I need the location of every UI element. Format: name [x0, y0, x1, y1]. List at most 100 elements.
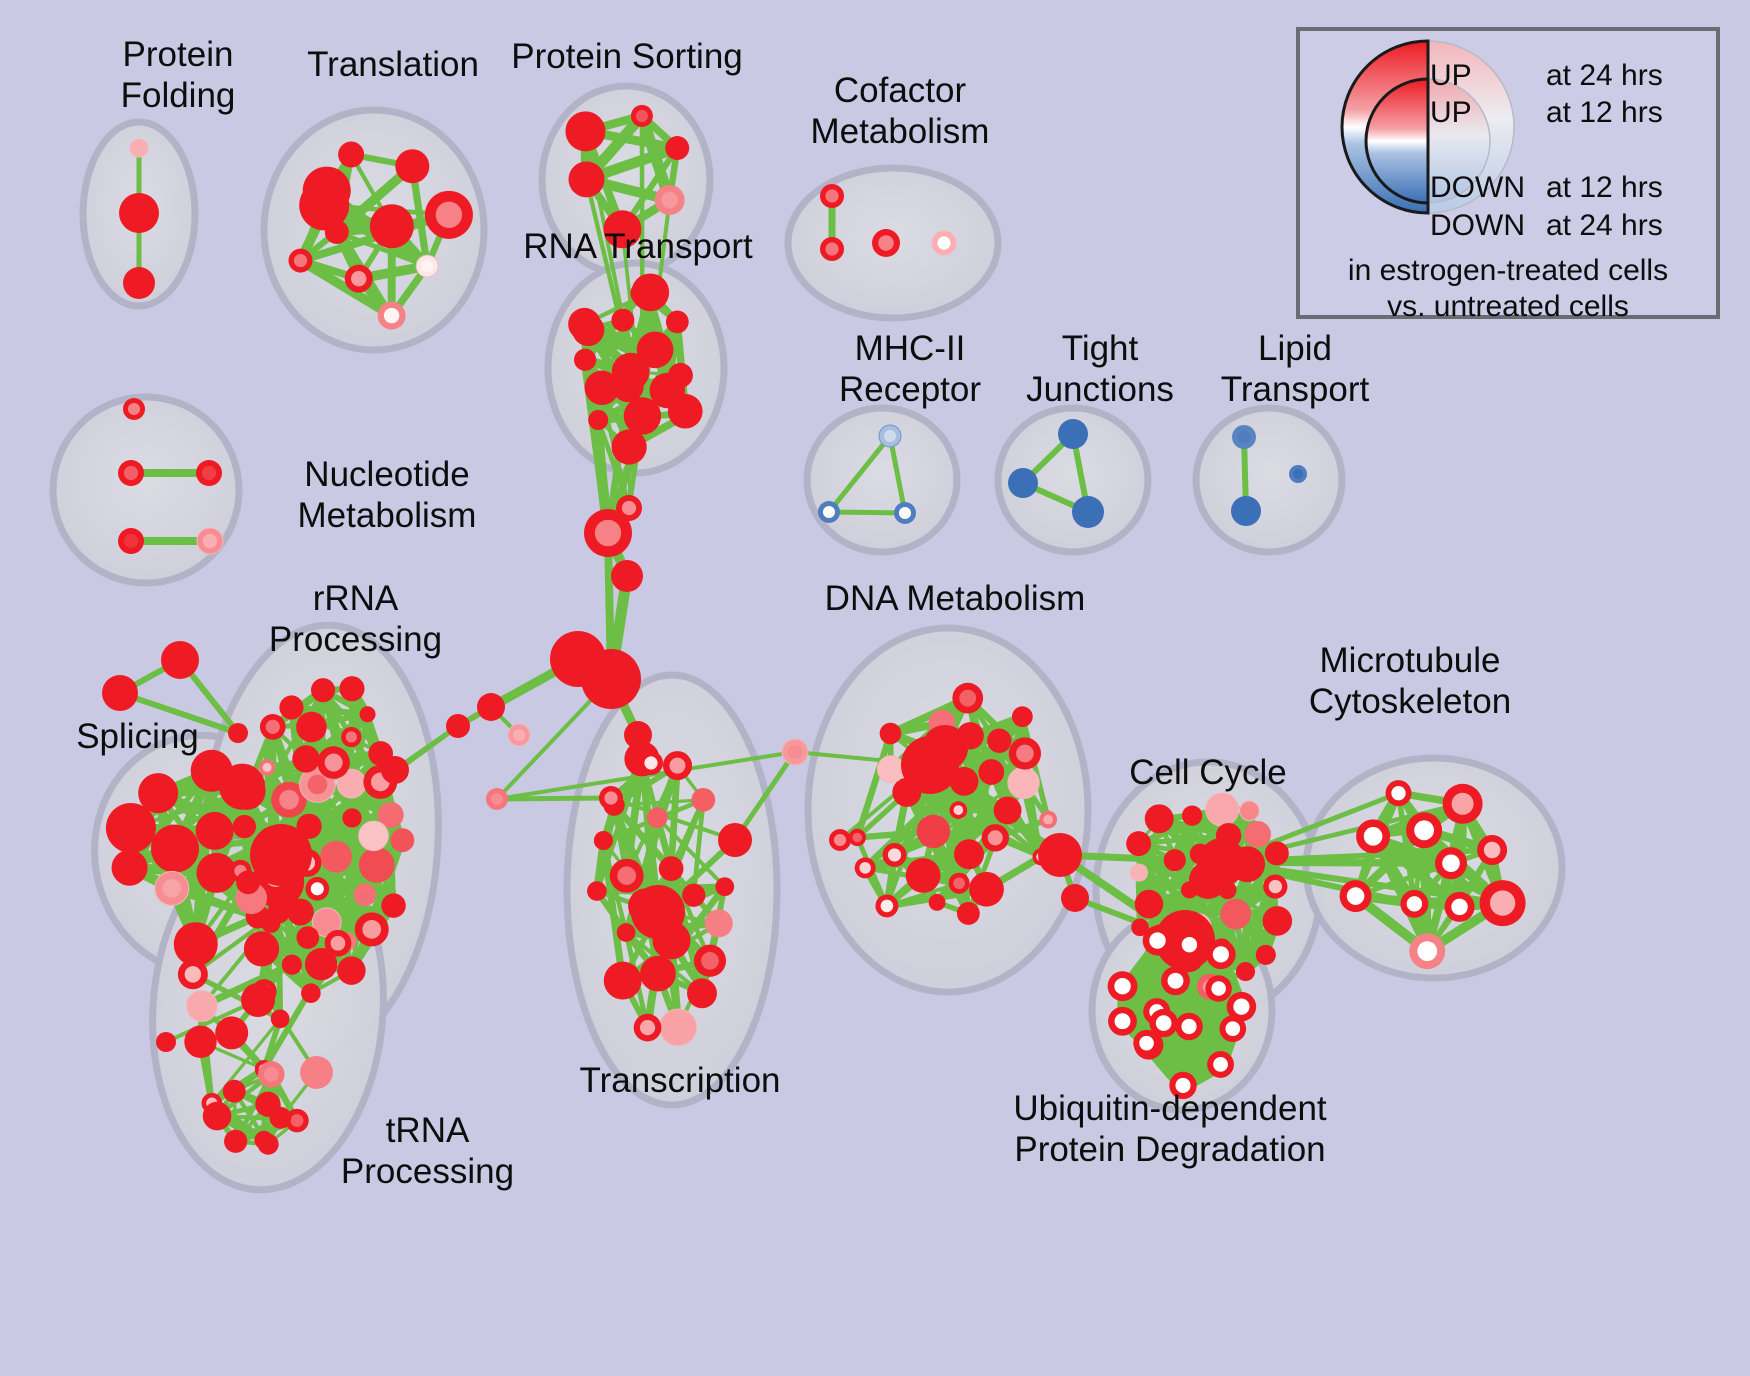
network-node — [310, 678, 336, 703]
network-node — [969, 871, 1004, 907]
network-node — [1409, 933, 1446, 970]
network-node — [1149, 1008, 1178, 1038]
network-node — [682, 883, 706, 907]
network-edge — [1243, 884, 1278, 974]
network-node — [1219, 1015, 1247, 1043]
network-node — [624, 721, 652, 749]
network-node — [369, 204, 414, 249]
network-node — [196, 852, 237, 893]
cluster-halo-tight-junctions — [994, 404, 1152, 556]
network-node — [195, 811, 234, 850]
network-node — [854, 857, 876, 879]
network-node — [1231, 496, 1261, 526]
network-node — [1244, 821, 1271, 848]
network-node — [565, 111, 606, 152]
network-node — [584, 370, 620, 406]
network-node — [879, 722, 902, 745]
network-node — [1039, 810, 1058, 829]
network-node — [507, 723, 531, 747]
network-node — [1442, 783, 1483, 824]
cluster-halo-lipid-transport — [1192, 404, 1346, 556]
network-node — [1058, 419, 1088, 449]
network-node — [630, 104, 653, 127]
legend-swatch — [1340, 39, 1515, 215]
network-node — [1262, 906, 1293, 936]
network-node — [654, 185, 685, 216]
network-node — [948, 872, 970, 894]
network-node — [928, 893, 946, 911]
network-node — [611, 560, 643, 592]
network-node — [1232, 425, 1256, 449]
network-node — [715, 877, 735, 897]
network-edge — [622, 755, 646, 880]
network-node — [395, 149, 430, 184]
network-node — [1205, 792, 1240, 827]
network-node — [1061, 884, 1089, 912]
network-node — [271, 781, 307, 818]
network-node — [1263, 874, 1288, 899]
network-node — [339, 676, 365, 702]
network-node — [1038, 833, 1082, 877]
network-node — [354, 912, 389, 947]
network-node — [1226, 991, 1257, 1022]
network-node — [301, 983, 321, 1003]
network-node — [281, 954, 302, 975]
network-node — [267, 900, 290, 924]
network-node — [1107, 971, 1138, 1002]
network-node — [341, 726, 362, 748]
network-node — [1356, 819, 1391, 854]
legend-ring-diagram — [1340, 39, 1515, 215]
network-node — [173, 922, 218, 967]
network-node — [588, 409, 609, 430]
network-node — [572, 313, 605, 347]
network-node — [154, 870, 190, 906]
network-node — [1175, 1012, 1203, 1041]
network-node — [875, 894, 899, 918]
network-edge — [853, 730, 894, 841]
network-node — [616, 923, 636, 942]
network-node — [1206, 939, 1236, 970]
network-node — [477, 693, 505, 721]
network-node — [603, 961, 642, 1000]
network-node — [156, 1032, 176, 1052]
network-node — [633, 1013, 662, 1042]
network-node — [1435, 847, 1468, 880]
network-node — [1189, 861, 1227, 899]
network-node — [636, 331, 674, 369]
network-node — [228, 723, 248, 743]
network-node — [353, 883, 377, 907]
network-node — [781, 738, 809, 766]
network-node — [279, 695, 304, 720]
network-node — [202, 1101, 232, 1131]
network-node — [215, 1016, 249, 1050]
cluster-halo-nucleotide-metabolism — [49, 393, 243, 587]
network-node — [286, 898, 314, 926]
network-node — [377, 301, 406, 330]
network-node — [424, 190, 473, 239]
network-edge — [668, 866, 713, 964]
network-node — [232, 814, 256, 839]
network-node — [342, 808, 362, 828]
network-node — [185, 990, 218, 1022]
network-node — [993, 796, 1022, 825]
network-node — [820, 184, 844, 208]
network-node — [257, 1061, 285, 1088]
network-node — [646, 807, 668, 829]
network-node — [324, 929, 352, 957]
network-node — [270, 1009, 290, 1029]
network-node — [288, 248, 313, 273]
network-node — [123, 267, 155, 299]
network-node — [269, 1106, 292, 1129]
network-node — [568, 161, 605, 198]
network-node — [446, 714, 470, 738]
network-node — [390, 828, 415, 853]
network-node — [1134, 889, 1164, 919]
network-node — [359, 706, 376, 723]
network-node — [1255, 944, 1276, 965]
network-node — [1161, 966, 1190, 996]
network-node — [631, 273, 670, 312]
network-node — [236, 870, 260, 895]
network-node — [296, 711, 327, 743]
